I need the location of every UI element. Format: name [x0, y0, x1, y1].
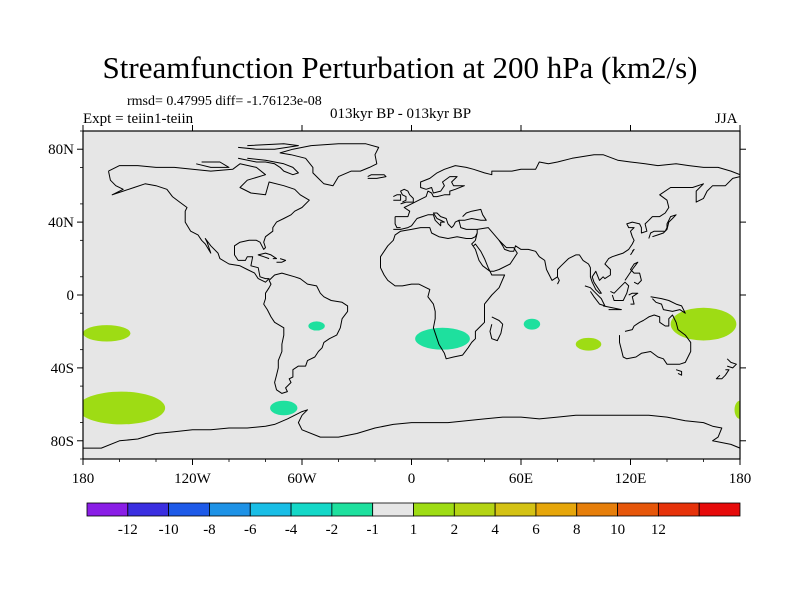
coastline-24 [619, 314, 692, 365]
coastline-29 [489, 316, 504, 342]
coastline-8 [257, 252, 277, 260]
colorbar-label-3: -6 [244, 522, 257, 538]
colorbar-swatch-8 [413, 502, 455, 517]
colorbar-label-7: 1 [410, 522, 418, 538]
stats-label: rmsd= 0.47995 diff= -1.76123e-08 [127, 94, 322, 109]
colorbar-swatch-9 [453, 502, 496, 517]
coastline-19 [584, 285, 606, 307]
lat-tick-label-2: 0 [67, 288, 75, 304]
colorbar-swatch-13 [617, 502, 659, 517]
colorbar-label-0: -12 [118, 522, 138, 538]
coastline-14 [238, 157, 299, 176]
coastline-18 [630, 248, 635, 256]
map-background [83, 131, 740, 459]
colorbar-swatch-12 [576, 502, 618, 517]
coastline-17 [648, 214, 677, 239]
anomaly-region-8 [670, 307, 737, 341]
coastline-31 [83, 409, 740, 449]
axis-ticks: 80N 40N 0 40S 80S 180 120W 60W 0 60E 120E 180 [48, 125, 751, 487]
colorbar-swatch-15 [698, 502, 741, 517]
colorbar-swatch-4 [249, 502, 292, 517]
lon-tick-label-5: 120E [615, 471, 647, 487]
colorbar-swatch-0 [86, 502, 129, 517]
map-title: Streamfunction Perturbation at 200 hPa (… [102, 50, 698, 85]
colorbar-swatch-10 [494, 502, 537, 517]
colorbar-label-4: -4 [285, 522, 298, 538]
colorbar-label-2: -8 [203, 522, 216, 538]
lat-tick-label-3: 40S [51, 361, 74, 377]
coastline-28 [624, 261, 642, 285]
colorbar-label-6: -1 [366, 522, 379, 538]
anomaly-region-9 [734, 400, 740, 419]
colorbar-label-13: 12 [651, 522, 666, 538]
coastline-26 [726, 358, 737, 369]
coastline-23 [650, 296, 686, 314]
lat-tick-label-1: 40N [48, 215, 74, 231]
coastline-21 [610, 281, 630, 301]
colorbar-swatch-5 [290, 502, 333, 517]
anomaly-region-2 [83, 391, 166, 425]
lon-tick-label-1: 120W [174, 471, 212, 487]
anomaly-region-5 [415, 327, 470, 350]
lon-tick-label-0: 180 [72, 471, 95, 487]
coastline-16 [238, 143, 299, 150]
coastline-9 [276, 258, 287, 263]
lon-tick-label-6: 180 [729, 471, 752, 487]
lon-tick-label-3: 0 [408, 471, 416, 487]
anomaly-region-6 [523, 318, 541, 330]
coastline-15 [196, 161, 230, 168]
colorbar-swatch-14 [657, 502, 700, 517]
colorbar-label-1: -10 [159, 522, 179, 538]
anomaly-region-7 [575, 337, 602, 351]
experiment-label: Expt = teiin1-teiin [83, 111, 194, 127]
coastline-13 [279, 143, 380, 187]
season-label: JJA [715, 111, 738, 127]
coastline-25 [675, 369, 683, 376]
coastline-12 [367, 174, 387, 179]
coastline-10 [400, 188, 414, 205]
anomaly-region-4 [270, 400, 298, 416]
anomaly-layer [83, 307, 740, 425]
colorbar-swatch-3 [209, 502, 251, 517]
lon-tick-label-4: 60E [509, 471, 533, 487]
colorbar: -12 -10 -8 -6 -4 -2 -1 1 2 4 6 8 10 12 [86, 502, 741, 538]
lat-tick-label-4: 80S [51, 434, 74, 450]
coastline-4 [458, 208, 487, 221]
period-label: 013kyr BP - 013kyr BP [330, 106, 472, 122]
coastline-7 [498, 176, 740, 294]
coastline-27 [715, 369, 730, 380]
colorbar-label-5: -2 [326, 522, 339, 538]
lat-tick-label-0: 80N [48, 142, 74, 158]
colorbar-label-10: 6 [532, 522, 540, 538]
colorbar-label-12: 10 [610, 522, 625, 538]
coastline-3 [380, 212, 518, 360]
anomaly-region-1 [83, 325, 131, 342]
colorbar-label-11: 8 [573, 522, 581, 538]
coastline-11 [393, 194, 402, 201]
lon-tick-label-2: 60W [287, 471, 317, 487]
coastline-20 [602, 305, 622, 311]
colorbar-label-8: 2 [451, 522, 459, 538]
colorbar-label-9: 4 [491, 522, 499, 538]
coastline-22 [628, 292, 639, 305]
coastline-2 [263, 272, 349, 394]
colorbar-swatch-11 [535, 502, 578, 517]
colorbar-swatch-2 [168, 502, 210, 517]
colorbar-swatch-6 [331, 502, 374, 517]
colorbar-swatch-7 [372, 502, 414, 517]
colorbar-swatch-1 [127, 502, 170, 517]
coastline-6 [395, 154, 740, 218]
coastline-1 [108, 163, 310, 283]
coastline-30 [557, 276, 560, 285]
anomaly-region-3 [308, 321, 325, 331]
coastline-layer [83, 143, 740, 449]
coastline-5 [394, 216, 401, 229]
